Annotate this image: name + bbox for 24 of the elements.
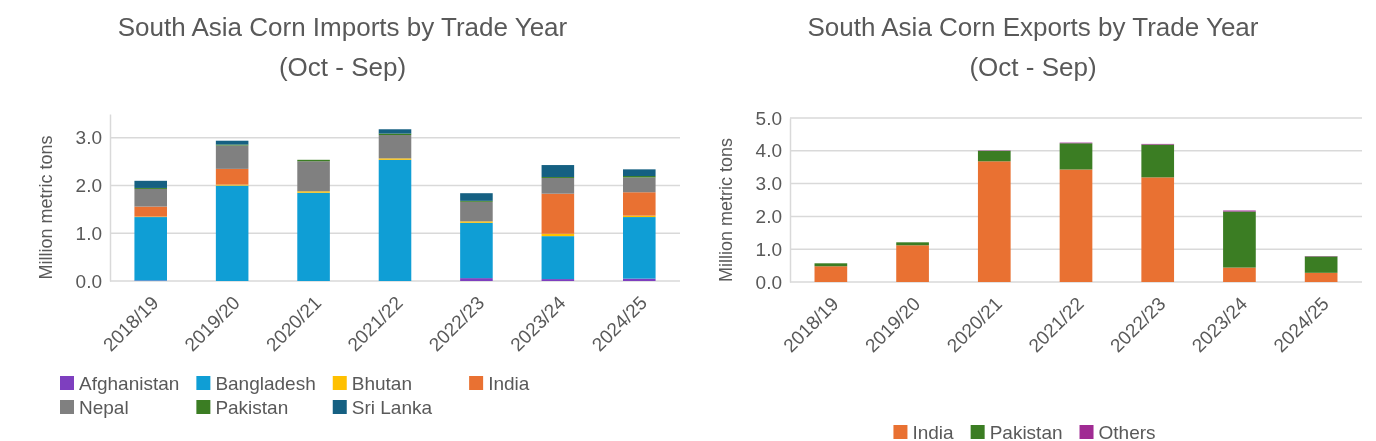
y-tick-label: 5.0: [755, 107, 782, 129]
legend-label: Sri Lanka: [351, 396, 433, 418]
y-tick-label: 4.0: [755, 140, 782, 162]
y-axis-title: Million metric tons: [36, 135, 56, 280]
y-tick-label: 1.0: [755, 238, 782, 260]
legend-label: Others: [1098, 421, 1156, 441]
legend-label: Bhutan: [351, 372, 412, 394]
y-tick-label: 2.0: [75, 175, 102, 197]
legend-label: Bangladesh: [215, 372, 316, 394]
y-axis-title: Million metric tons: [716, 137, 736, 283]
y-tick-label: 2.0: [755, 205, 782, 227]
legend-label: India: [912, 421, 955, 441]
legend-label: India: [488, 372, 530, 394]
legend-label: Nepal: [79, 396, 129, 418]
y-tick-label: 3.0: [755, 173, 782, 195]
y-tick-label: 0.0: [75, 270, 102, 292]
legend-label: Pakistan: [215, 396, 289, 418]
y-tick-label: 1.0: [75, 222, 102, 244]
chart-title: South Asia Corn Exports by Trade Year (Oct - Sep): [807, 12, 1259, 82]
legend-label: Pakistan: [989, 421, 1063, 441]
chart-title: South Asia Corn Imports by Trade Year (Oct - Sep): [117, 12, 568, 82]
y-tick-label: 3.0: [75, 127, 102, 149]
legend-label: Afghanistan: [79, 372, 180, 394]
y-tick-label: 0.0: [755, 271, 782, 293]
